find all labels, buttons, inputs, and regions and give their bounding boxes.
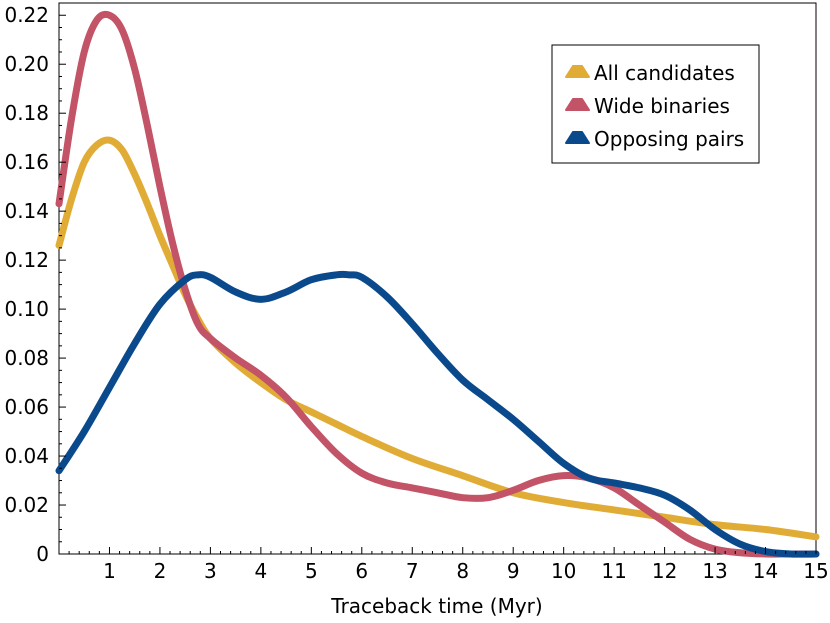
x-tick-label: 3 — [204, 559, 217, 583]
legend: All candidates Wide binaries Opposing pair… — [551, 44, 760, 164]
x-tick-label: 11 — [601, 559, 626, 583]
x-tick-label: 13 — [702, 559, 727, 583]
x-tick-label: 14 — [753, 559, 778, 583]
y-tick-label: 0.02 — [4, 493, 49, 517]
x-tick-label: 6 — [355, 559, 368, 583]
x-axis-ticks: 1 2 3 4 5 6 7 8 9 10 11 12 13 14 15 — [68, 547, 829, 583]
x-tick-label: 15 — [803, 559, 828, 583]
legend-swatch-wide-binaries — [565, 98, 590, 111]
legend-label-wide-binaries: Wide binaries — [594, 94, 730, 118]
legend-swatch-opposing-pairs — [565, 131, 590, 144]
y-tick-label: 0.16 — [4, 150, 49, 174]
y-axis-ticks: 0 0.02 0.04 0.06 0.08 0.10 0.12 0.14 0.16 0.18 0.2… — [4, 2, 66, 566]
series-line-wide-binaries — [55, 10, 820, 558]
legend-swatch-all-candidates — [565, 65, 590, 78]
x-tick-label: 10 — [551, 559, 576, 583]
y-tick-label: 0.08 — [4, 346, 49, 370]
series-line-opposing-pairs — [55, 270, 820, 558]
y-tick-label: 0.04 — [4, 444, 49, 468]
series-layer — [55, 10, 820, 558]
x-tick-label: 8 — [456, 559, 469, 583]
y-tick-label: 0.14 — [4, 199, 49, 223]
x-tick-label: 12 — [652, 559, 677, 583]
legend-label-all-candidates: All candidates — [594, 61, 735, 85]
x-tick-label: 7 — [406, 559, 419, 583]
y-tick-label: 0.20 — [4, 52, 49, 76]
x-tick-label: 2 — [154, 559, 167, 583]
x-tick-label: 9 — [507, 559, 520, 583]
series-line-all-candidates — [55, 136, 820, 541]
y-tick-label: 0.18 — [4, 101, 49, 125]
x-axis-title: Traceback time (Myr) — [330, 594, 542, 618]
y-tick-label: 0.10 — [4, 297, 49, 321]
y-tick-label: 0.22 — [4, 3, 49, 27]
y-tick-label: 0.06 — [4, 395, 49, 419]
x-tick-label: 4 — [254, 559, 267, 583]
y-tick-label: 0 — [36, 542, 49, 566]
x-tick-label: 5 — [305, 559, 318, 583]
legend-label-opposing-pairs: Opposing pairs — [594, 127, 744, 151]
y-tick-label: 0.12 — [4, 248, 49, 272]
x-tick-label: 1 — [103, 559, 116, 583]
